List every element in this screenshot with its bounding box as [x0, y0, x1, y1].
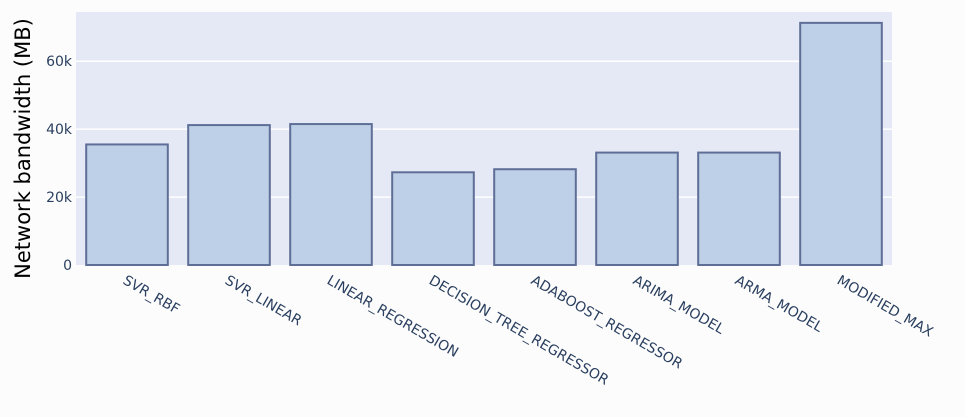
x-tick-label: SVR_RBF [120, 273, 182, 318]
y-tick-label: 20k [46, 190, 73, 206]
x-tick-label: ARIMA_MODEL [630, 273, 727, 338]
x-tick-label: ARMA_MODEL [732, 273, 825, 336]
bar-arima-model [595, 151, 679, 266]
bars [85, 21, 883, 267]
bar-linear-regression [289, 123, 373, 267]
y-tick-labels: 0 20k 40k 60k [46, 54, 73, 274]
y-tick-label: 40k [46, 122, 73, 138]
y-tick-label: 60k [46, 54, 73, 70]
bar-decision-tree-regressor [391, 171, 475, 266]
x-tick-label: DECISION_TREE_REGRESSOR [426, 273, 611, 389]
y-axis-label: Network bandwidth (MB) [11, 18, 35, 279]
x-tick-label: MODIFIED_MAX [834, 273, 936, 341]
x-tick-labels: SVR_RBF SVR_LINEAR LINEAR_REGRESSIONDECISI… [120, 273, 936, 389]
y-tick-label: 0 [63, 258, 72, 274]
bar-modified-max [799, 21, 883, 267]
bar-arma-model [697, 151, 781, 266]
bar-adaboost-regressor [493, 168, 577, 266]
bar-svr-linear [187, 124, 271, 266]
x-tick-label: SVR_LINEAR [222, 273, 304, 330]
bar-svr-rbf [85, 143, 169, 266]
